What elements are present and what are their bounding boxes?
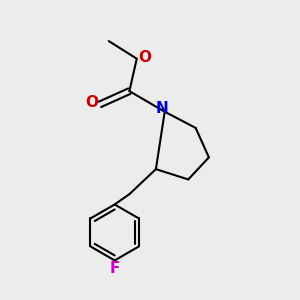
Text: O: O [85, 95, 98, 110]
Text: F: F [110, 261, 120, 276]
Text: N: N [156, 101, 169, 116]
Text: O: O [139, 50, 152, 65]
